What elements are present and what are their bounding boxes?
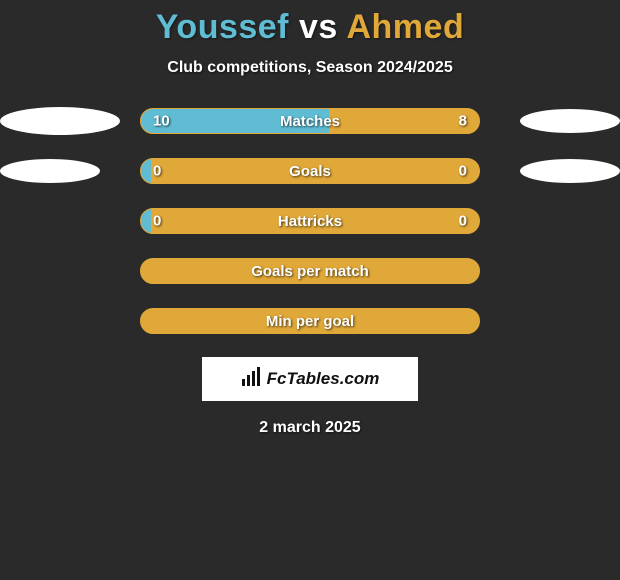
stat-pill: 0 0 Goals xyxy=(140,158,480,184)
date-text: 2 march 2025 xyxy=(0,419,620,437)
stat-pill: 0 0 Hattricks xyxy=(140,208,480,234)
stat-label: Min per goal xyxy=(266,313,354,330)
stat-left-value: 0 xyxy=(153,163,161,180)
title-left-name: Youssef xyxy=(156,8,289,46)
pill-fill-left xyxy=(141,209,151,233)
stat-row: 10 8 Matches xyxy=(0,107,620,135)
stat-row: Goals per match xyxy=(0,257,620,285)
stat-left-value: 10 xyxy=(153,113,170,130)
stat-left-value: 0 xyxy=(153,213,161,230)
stat-label: Goals xyxy=(289,163,331,180)
title-right-name: Ahmed xyxy=(346,8,464,46)
stat-pill: Min per goal xyxy=(140,308,480,334)
pill-fill-left xyxy=(141,159,151,183)
brand-box: FcTables.com xyxy=(202,357,418,401)
left-indicator-ellipse xyxy=(0,159,100,183)
brand-text: FcTables.com xyxy=(267,369,380,389)
stat-label: Hattricks xyxy=(278,213,342,230)
title-vs: vs xyxy=(299,8,338,46)
right-indicator-ellipse xyxy=(520,109,620,133)
stat-row: 0 0 Hattricks xyxy=(0,207,620,235)
stat-row: Min per goal xyxy=(0,307,620,335)
page-title: Youssef vs Ahmed xyxy=(0,0,620,47)
stat-right-value: 0 xyxy=(459,163,467,180)
stat-row: 0 0 Goals xyxy=(0,157,620,185)
stat-right-value: 8 xyxy=(459,113,467,130)
stat-right-value: 0 xyxy=(459,213,467,230)
subtitle: Club competitions, Season 2024/2025 xyxy=(0,59,620,77)
stat-label: Matches xyxy=(280,113,340,130)
stat-rows-container: 10 8 Matches 0 0 Goals 0 0 Hattricks Goals per ma… xyxy=(0,107,620,335)
right-indicator-ellipse xyxy=(520,159,620,183)
left-indicator-ellipse xyxy=(0,107,120,135)
stat-pill: 10 8 Matches xyxy=(140,108,480,134)
chart-icon xyxy=(241,367,263,392)
stat-label: Goals per match xyxy=(251,263,369,280)
stat-pill: Goals per match xyxy=(140,258,480,284)
